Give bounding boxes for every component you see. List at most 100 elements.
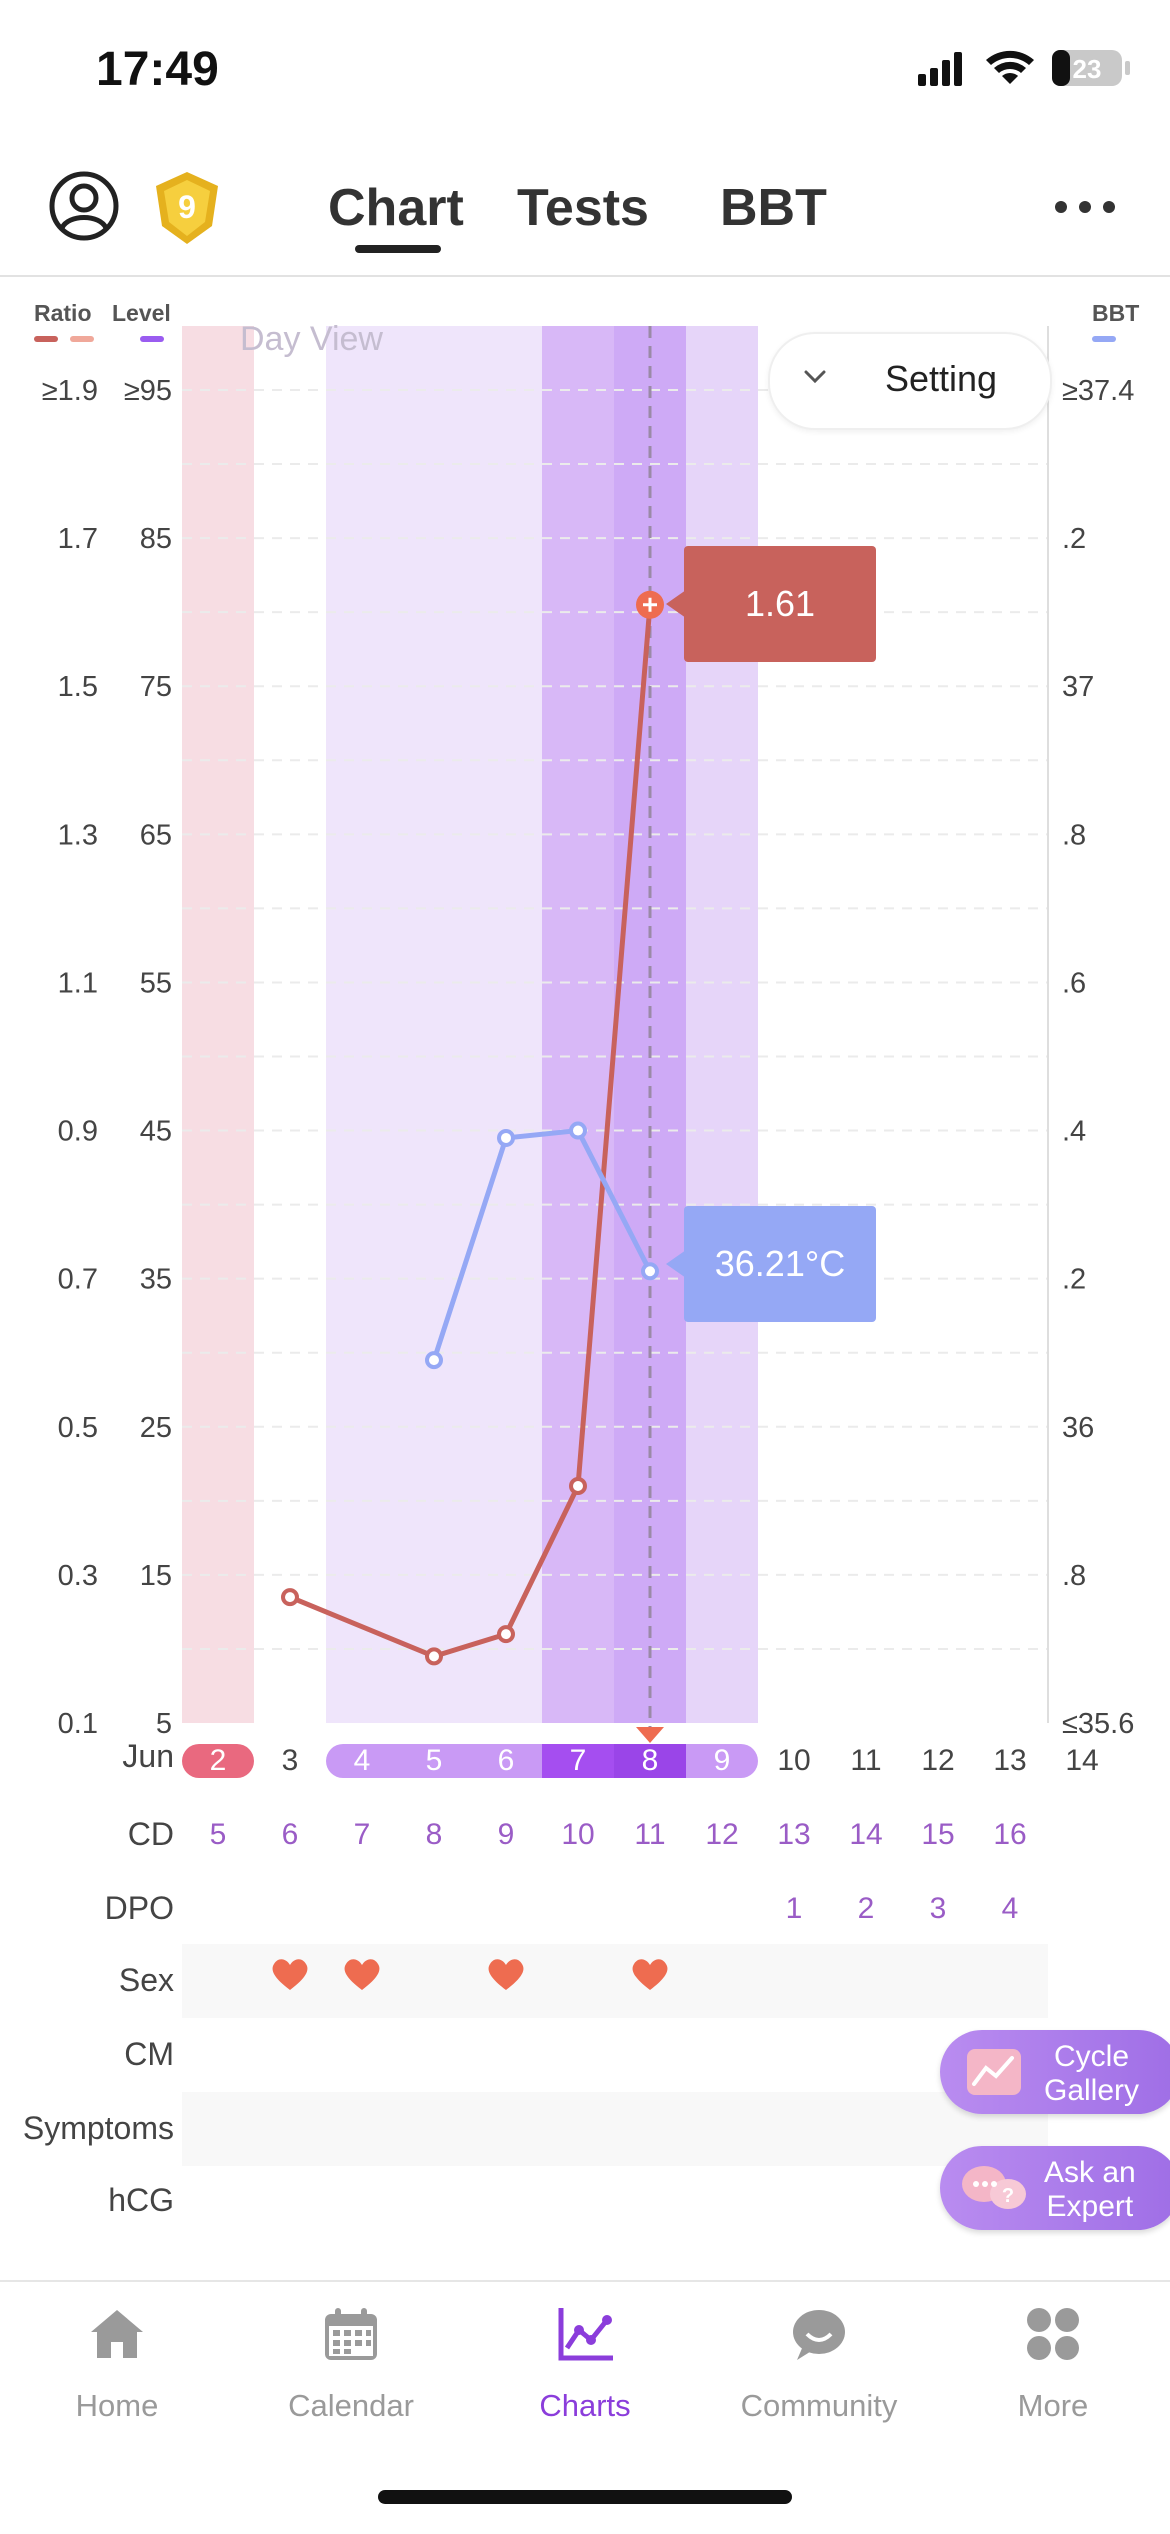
level-tick-label: 85 bbox=[140, 523, 172, 555]
date-cell[interactable]: 10 bbox=[777, 1744, 811, 1777]
home-icon bbox=[91, 2310, 143, 2358]
nav-community-label: Community bbox=[740, 2388, 898, 2423]
cycle-gallery-button[interactable]: Cycle Gallery bbox=[940, 2030, 1170, 2114]
ask-expert-button[interactable]: ? Ask an Expert bbox=[940, 2146, 1170, 2230]
bbt-tick-label: .8 bbox=[1062, 1560, 1086, 1592]
date-cell[interactable]: 12 bbox=[921, 1744, 955, 1777]
ratio-tooltip-pointer bbox=[666, 590, 686, 618]
dpo-cell: 4 bbox=[1001, 1892, 1019, 1925]
heart-icon[interactable] bbox=[486, 1956, 526, 1992]
date-cell[interactable]: 14 bbox=[1065, 1744, 1099, 1777]
ratio-tick-label: 0.3 bbox=[58, 1560, 98, 1592]
nav-calendar[interactable]: Calendar bbox=[234, 2282, 468, 2462]
selected-day-pointer bbox=[636, 1727, 664, 1743]
nav-more[interactable]: More bbox=[936, 2282, 1170, 2462]
ratio-tick-label: 1.3 bbox=[58, 819, 98, 851]
heart-icon[interactable] bbox=[342, 1956, 382, 1992]
tab-active-indicator bbox=[355, 245, 441, 253]
cycle-gallery-label: Cycle Gallery bbox=[1044, 2040, 1140, 2107]
ratio-tick-label: 1.1 bbox=[58, 967, 98, 999]
cycle-bands bbox=[182, 326, 758, 1723]
band-peak bbox=[542, 326, 614, 1723]
tab-bbt[interactable]: BBT bbox=[720, 179, 827, 237]
bbt-tick-label: .8 bbox=[1062, 819, 1086, 851]
ellipsis-icon[interactable] bbox=[1054, 200, 1116, 214]
bbt-series-line bbox=[431, 1128, 653, 1361]
legend-level-swatch bbox=[140, 336, 164, 342]
status-time: 17:49 bbox=[96, 43, 219, 96]
profile-avatar-icon[interactable] bbox=[48, 170, 120, 242]
calendar-icon bbox=[325, 2308, 377, 2360]
nav-community[interactable]: Community bbox=[702, 2282, 936, 2462]
date-cell[interactable]: 4 bbox=[326, 1744, 398, 1778]
level-tick-label: 65 bbox=[140, 819, 172, 851]
heart-icon[interactable] bbox=[270, 1956, 310, 1992]
dpo-cell: 2 bbox=[857, 1892, 875, 1925]
bbt-tick-label: 37 bbox=[1062, 671, 1094, 703]
cd-cell: 15 bbox=[921, 1818, 955, 1851]
ratio-tooltip: 1.61 bbox=[684, 546, 876, 662]
ratio-data-point bbox=[425, 1647, 443, 1666]
band-fertile bbox=[326, 326, 542, 1723]
signal-icon bbox=[918, 52, 962, 86]
hcg-row-label: hCG bbox=[108, 2182, 174, 2218]
gallery-chart-icon bbox=[967, 2049, 1021, 2095]
nav-home[interactable]: Home bbox=[0, 2282, 234, 2462]
fertility-chart[interactable]: ≥1.9 ≥95 ≥37.41.7 85.21.5 75 371.3 65.81.1 55.6… bbox=[0, 0, 1170, 1800]
symptoms-row-bg[interactable] bbox=[182, 2092, 1048, 2166]
level-tick-label: ≥95 bbox=[124, 375, 172, 407]
bbt-tooltip-pointer bbox=[666, 1250, 686, 1278]
setting-button[interactable]: Setting bbox=[768, 332, 1052, 430]
date-cell[interactable]: 2 bbox=[182, 1744, 254, 1778]
date-cell[interactable]: 11 bbox=[850, 1744, 882, 1777]
date-cell[interactable]: 3 bbox=[281, 1744, 299, 1777]
dpo-cell: 1 bbox=[785, 1892, 803, 1925]
cd-cell: 11 bbox=[634, 1818, 666, 1851]
date-cell[interactable]: 13 bbox=[993, 1744, 1027, 1777]
ratio-tick-label: 0.5 bbox=[58, 1412, 98, 1444]
date-cell[interactable]: 9 bbox=[686, 1744, 758, 1778]
legend-level-label: Level bbox=[112, 300, 171, 326]
month-label: Jun bbox=[122, 1738, 174, 1774]
nav-home-label: Home bbox=[75, 2388, 159, 2423]
battery-level: 23 bbox=[1073, 54, 1102, 84]
bbt-tooltip: 36.21°C bbox=[684, 1206, 876, 1322]
bbt-data-point bbox=[641, 1262, 659, 1281]
bbt-tick-label: .4 bbox=[1062, 1116, 1086, 1148]
cd-cell: 6 bbox=[281, 1818, 299, 1851]
legend-bbt-label: BBT bbox=[1092, 300, 1140, 326]
date-cell[interactable]: 6 bbox=[470, 1744, 542, 1778]
cd-cell: 8 bbox=[425, 1818, 443, 1851]
heart-icon[interactable] bbox=[630, 1956, 670, 1992]
ratio-data-point bbox=[569, 1477, 587, 1496]
date-cell[interactable]: 7 bbox=[542, 1744, 614, 1778]
day-view-label[interactable]: Day View bbox=[240, 320, 383, 358]
ratio-tick-label: 1.7 bbox=[58, 523, 98, 555]
band-period bbox=[182, 326, 254, 1723]
ratio-tick-label: ≥1.9 bbox=[42, 375, 98, 407]
nav-charts[interactable]: Charts bbox=[468, 2282, 702, 2462]
sex-row-bg[interactable] bbox=[182, 1944, 1048, 2018]
bbt-data-point bbox=[497, 1128, 515, 1147]
chart-series bbox=[281, 590, 664, 1666]
level-badge-icon[interactable]: 9 bbox=[152, 170, 222, 246]
ratio-tick-label: 1.5 bbox=[58, 671, 98, 703]
badge-level: 9 bbox=[178, 189, 196, 225]
bbt-data-point bbox=[425, 1351, 443, 1370]
legend-bbt-swatch bbox=[1092, 336, 1116, 342]
cd-cell: 9 bbox=[497, 1818, 515, 1851]
tab-chart[interactable]: Chart bbox=[328, 179, 464, 237]
chart-axes: ≥1.9 ≥95 ≥37.4 1.7 85 .2 1.5 75 37 1.3 65 .8 1.1 55 .6… bbox=[42, 375, 1135, 1740]
date-cell[interactable]: 8 bbox=[614, 1744, 686, 1778]
bbt-data-point bbox=[569, 1121, 587, 1140]
charts-icon bbox=[558, 2308, 613, 2361]
cd-cell: 13 bbox=[777, 1818, 811, 1851]
bbt-tick-label: .2 bbox=[1062, 523, 1086, 555]
level-tick-label: 55 bbox=[140, 967, 172, 999]
band-fertile-high bbox=[686, 326, 758, 1723]
legend-ratio-swatch bbox=[34, 336, 58, 342]
tab-tests[interactable]: Tests bbox=[517, 179, 649, 237]
cd-cell: 14 bbox=[849, 1818, 883, 1851]
nav-charts-label: Charts bbox=[539, 2388, 631, 2423]
date-cell[interactable]: 5 bbox=[398, 1744, 470, 1778]
